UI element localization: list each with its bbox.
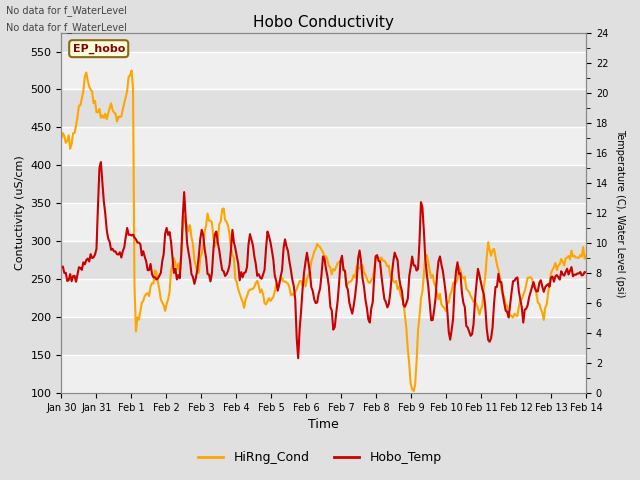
Bar <box>61 128 586 166</box>
Bar <box>61 317 586 355</box>
Text: EP_hobo: EP_hobo <box>72 44 125 54</box>
Bar <box>61 89 586 128</box>
Bar <box>61 355 586 393</box>
Y-axis label: Contuctivity (uS/cm): Contuctivity (uS/cm) <box>15 156 25 270</box>
Bar <box>61 279 586 317</box>
Y-axis label: Temperature (C), Water Level (psi): Temperature (C), Water Level (psi) <box>615 129 625 297</box>
Bar <box>61 204 586 241</box>
Text: No data for f_WaterLevel: No data for f_WaterLevel <box>6 5 127 16</box>
Title: Hobo Conductivity: Hobo Conductivity <box>253 15 394 30</box>
Text: No data for f_WaterLevel: No data for f_WaterLevel <box>6 22 127 33</box>
Legend: HiRng_Cond, Hobo_Temp: HiRng_Cond, Hobo_Temp <box>193 446 447 469</box>
Bar <box>61 241 586 279</box>
X-axis label: Time: Time <box>308 419 339 432</box>
Bar <box>61 166 586 204</box>
Bar <box>61 51 586 89</box>
